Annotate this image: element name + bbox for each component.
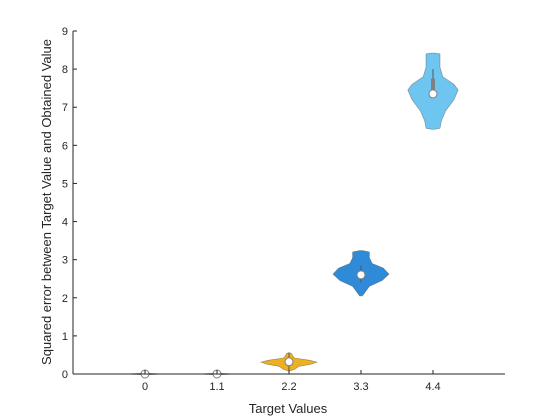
y-axis-label: Squared error between Target Value and O… xyxy=(39,39,54,365)
y-tick-label: 3 xyxy=(62,255,68,267)
y-tick-labels: 0 1 2 3 4 5 6 7 8 9 xyxy=(62,26,68,381)
x-tick-label: 4.4 xyxy=(425,381,440,393)
violin-2-2 xyxy=(259,352,319,372)
violin-median-marker xyxy=(356,270,366,280)
x-tick-labels: 0 1.1 2.2 3.3 4.4 xyxy=(142,381,441,393)
y-tick-label: 5 xyxy=(62,178,68,190)
violin-3-3 xyxy=(332,250,390,297)
x-tick-label: 0 xyxy=(142,381,148,393)
violin-median-marker xyxy=(428,89,438,99)
y-tick-label: 8 xyxy=(62,64,68,76)
y-tick-label: 7 xyxy=(62,102,68,114)
y-tick-label: 4 xyxy=(62,217,68,229)
x-tick-label: 2.2 xyxy=(281,381,296,393)
violin-4-4 xyxy=(407,52,459,130)
x-axis-label: Target Values xyxy=(249,401,328,416)
x-tick-label: 1.1 xyxy=(209,381,224,393)
y-tick-label: 1 xyxy=(62,331,68,343)
violin-iqr-box xyxy=(431,78,435,96)
violin-series-layer xyxy=(125,52,459,379)
axes xyxy=(72,30,505,375)
x-tick-label: 3.3 xyxy=(353,381,368,393)
y-tick-label: 9 xyxy=(62,26,68,38)
violin-median-marker xyxy=(284,357,294,367)
y-tick-label: 0 xyxy=(62,369,68,381)
y-tick-label: 6 xyxy=(62,140,68,152)
y-tick-label: 2 xyxy=(62,293,68,305)
